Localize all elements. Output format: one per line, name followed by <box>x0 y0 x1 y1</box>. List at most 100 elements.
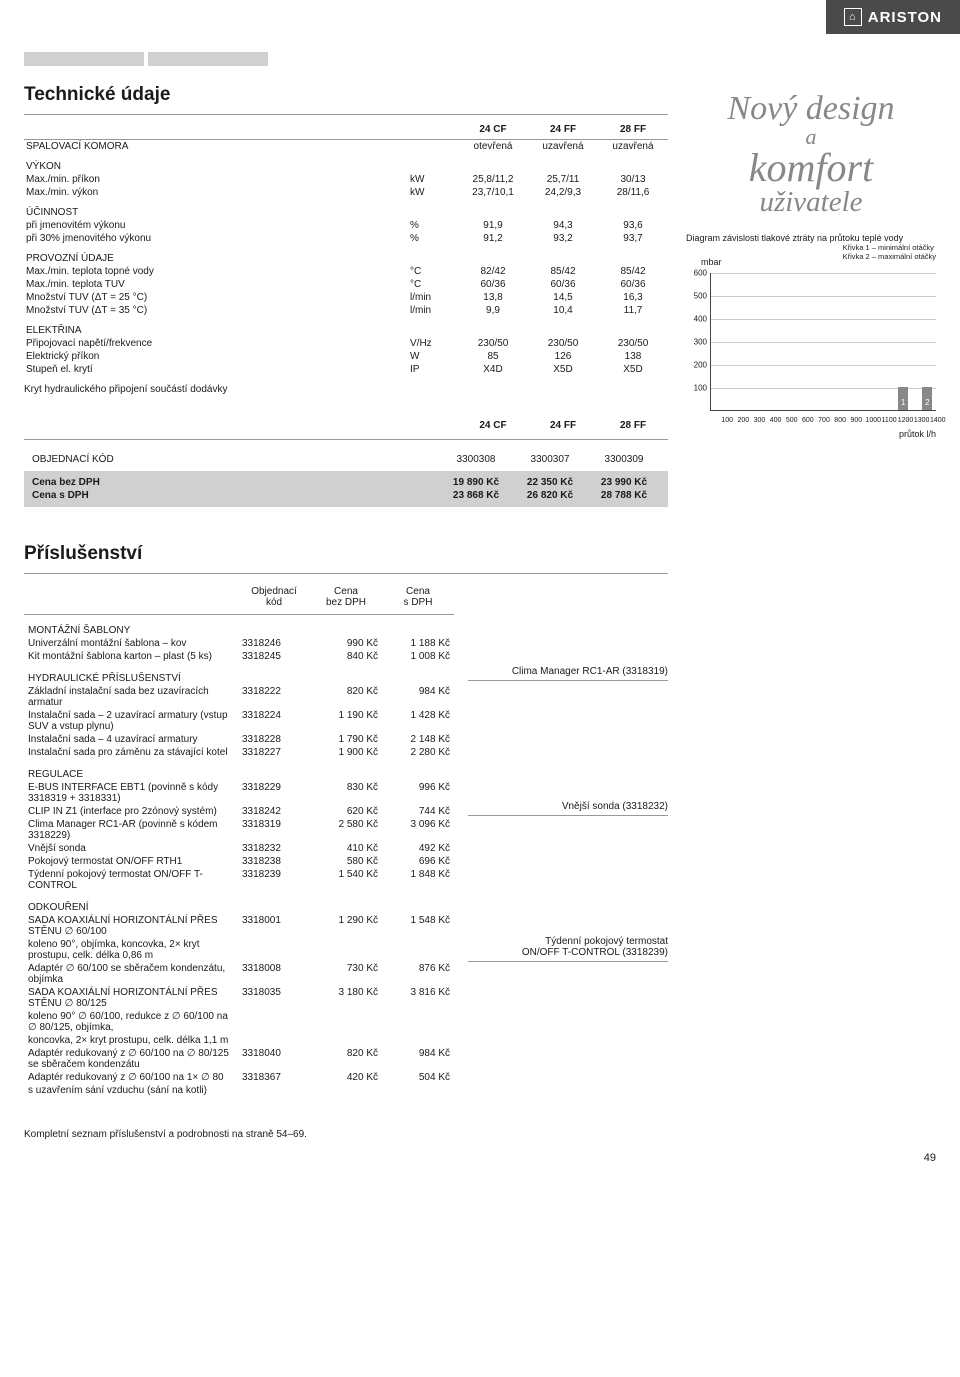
acc-item-code: 3318001 <box>238 914 310 938</box>
spec-value: 85/42 <box>598 265 668 278</box>
price-ex-label: Cena bez DPH <box>32 477 438 488</box>
acc-item-price: 1 540 Kč <box>310 868 382 892</box>
spec-value: 230/50 <box>528 337 598 350</box>
spec-unit: W <box>408 350 458 363</box>
acc-item-code: 3318040 <box>238 1047 310 1071</box>
chart-legend: Křivka 1 – minimální otáčky Křivka 2 – m… <box>843 243 936 261</box>
footer-note: Kompletní seznam příslušenství a podrobn… <box>0 1097 960 1152</box>
acc-item-code: 3318229 <box>238 781 310 805</box>
spec-label: Množství TUV (ΔT = 25 °C) <box>24 291 408 304</box>
chart-xtick: 100 <box>720 417 734 424</box>
acc-item-price <box>382 1010 454 1034</box>
design-slogan: Nový design a komfort uživatele <box>686 70 936 233</box>
acc-item-code: 3318239 <box>238 868 310 892</box>
order-code: 3300307 <box>514 454 586 465</box>
acc-item-name: koleno 90°, objímka, koncovka, 2× kryt p… <box>24 938 238 962</box>
acc-side-caption: Clima Manager RC1-AR (3318319) <box>468 636 668 681</box>
price-inc-label: Cena s DPH <box>32 490 438 501</box>
acc-item-code: 3318245 <box>238 650 310 663</box>
chart-ytick: 100 <box>687 384 707 393</box>
acc-item-code: 3318232 <box>238 842 310 855</box>
spec-value: X4D <box>458 363 528 376</box>
acc-item-price: 1 428 Kč <box>382 709 454 733</box>
chart-ytick: 600 <box>687 269 707 278</box>
acc-item-name: E-BUS INTERFACE EBT1 (povinně s kódy 331… <box>24 781 238 805</box>
model-col: 24 FF <box>528 419 598 435</box>
design-line: uživatele <box>686 188 936 217</box>
spec-value: 60/36 <box>528 278 598 291</box>
acc-item-price: 410 Kč <box>310 842 382 855</box>
spec-unit: kW <box>408 173 458 186</box>
spec-value: 91,2 <box>458 232 528 245</box>
brand-logo: ⌂ ARISTON <box>826 0 960 34</box>
acc-item-name: Clima Manager RC1-AR (povinně s kódem 33… <box>24 818 238 842</box>
acc-item-code: 3318238 <box>238 855 310 868</box>
acc-item-name: Týdenní pokojový termostat ON/OFF T-CONT… <box>24 868 238 892</box>
spec-value: 23,7/10,1 <box>458 186 528 199</box>
chart-ytick: 400 <box>687 315 707 324</box>
acc-item-price: 1 848 Kč <box>382 868 454 892</box>
chart-xtick: 1400 <box>930 417 944 424</box>
chart-title: Diagram závislosti tlakové ztráty na prů… <box>686 233 936 243</box>
acc-item-price: 1 188 Kč <box>382 637 454 650</box>
acc-item-price: 820 Kč <box>310 1047 382 1071</box>
chart-xtick: 900 <box>849 417 863 424</box>
spec-value: 16,3 <box>598 291 668 304</box>
chart-gridline <box>711 273 936 274</box>
chart-ytick: 200 <box>687 361 707 370</box>
spec-label: Množství TUV (ΔT = 35 °C) <box>24 304 408 317</box>
acc-item-name: Univerzální montážní šablona – kov <box>24 637 238 650</box>
chart-xaxis-title: průtok l/h <box>710 429 936 439</box>
spec-value: 85/42 <box>528 265 598 278</box>
acc-group: MONTÁŽNÍ ŠABLONY <box>24 615 454 637</box>
acc-group: REGULACE <box>24 759 454 781</box>
acc-item-price: 1 008 Kč <box>382 650 454 663</box>
spec-unit <box>408 140 458 153</box>
acc-item-name: SADA KOAXIÁLNÍ HORIZONTÁLNÍ PŘES STĚNU ∅… <box>24 986 238 1010</box>
spec-value: otevřená <box>458 140 528 153</box>
acc-item-price <box>310 1010 382 1034</box>
gray-tab <box>24 52 144 66</box>
spec-value: 25,8/11,2 <box>458 173 528 186</box>
acc-item-code: 3318319 <box>238 818 310 842</box>
acc-item-code: 3318242 <box>238 805 310 818</box>
chart-xtick: 800 <box>833 417 847 424</box>
spec-label: Max./min. výkon <box>24 186 408 199</box>
spec-value: 13,8 <box>458 291 528 304</box>
acc-item-price: 2 148 Kč <box>382 733 454 746</box>
spec-value: 230/50 <box>458 337 528 350</box>
spec-unit: IP <box>408 363 458 376</box>
acc-item-price: 744 Kč <box>382 805 454 818</box>
order-code: 3300309 <box>588 454 660 465</box>
order-header-row: 24 CF 24 FF 28 FF <box>24 419 668 435</box>
chart-xtick: 1100 <box>882 417 896 424</box>
spec-value: 91,9 <box>458 219 528 232</box>
chart-bar-label: 2 <box>922 398 932 407</box>
spec-label: Max./min. teplota topné vody <box>24 265 408 278</box>
legend-item: Křivka 1 – minimální otáčky <box>843 243 936 252</box>
chart-xtick: 500 <box>785 417 799 424</box>
chart-ytick: 300 <box>687 338 707 347</box>
acc-item-name: s uzavřením sání vzduchu (sání na kotli) <box>24 1084 238 1097</box>
acc-item-price: 2 280 Kč <box>382 746 454 759</box>
chart-xtick: 400 <box>769 417 783 424</box>
acc-item-price: 1 190 Kč <box>310 709 382 733</box>
acc-item-price: 984 Kč <box>382 685 454 709</box>
acc-item-price <box>310 1034 382 1047</box>
spec-value: uzavřená <box>598 140 668 153</box>
acc-item-price: 1 900 Kč <box>310 746 382 759</box>
acc-item-name: Instalační sada – 4 uzavírací armatury <box>24 733 238 746</box>
acc-item-code: 3318222 <box>238 685 310 709</box>
acc-item-code <box>238 1034 310 1047</box>
price-ex: 22 350 Kč <box>514 477 586 488</box>
acc-table: Objednací kódCena bez DPHCena s DPHMONTÁ… <box>24 584 454 1097</box>
acc-item-price <box>382 1034 454 1047</box>
chart-xtick: 700 <box>817 417 831 424</box>
chart-area: mbar Křivka 1 – minimální otáčky Křivka … <box>710 273 936 411</box>
divider <box>24 439 668 440</box>
acc-item-code <box>238 1010 310 1034</box>
spec-value: 30/13 <box>598 173 668 186</box>
spec-value: 60/36 <box>458 278 528 291</box>
spec-value: 82/42 <box>458 265 528 278</box>
chart-ylabel-unit: mbar <box>701 257 722 267</box>
